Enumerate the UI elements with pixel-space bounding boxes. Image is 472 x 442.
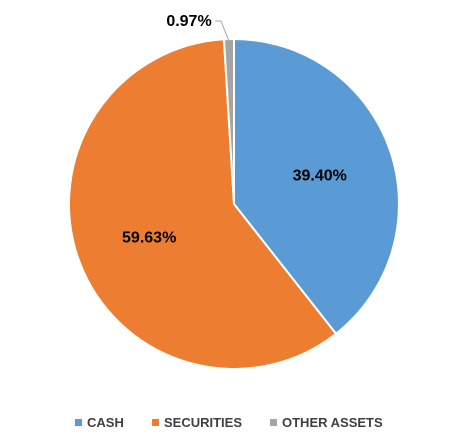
legend-label-other-assets: OTHER ASSETS <box>282 415 383 430</box>
data-label-other-assets: 0.97% <box>166 13 211 30</box>
legend-swatch-other-assets <box>270 419 277 426</box>
legend-label-securities: SECURITIES <box>164 415 242 430</box>
pie-data-labels: 39.40% 59.63% 0.97% <box>122 13 347 246</box>
data-label-securities: 59.63% <box>122 229 176 246</box>
pie-slices <box>68 37 400 370</box>
other-assets-leader-line <box>215 20 230 42</box>
pie-slice-securities <box>68 38 338 370</box>
pie-slice-cash <box>233 37 400 336</box>
legend-swatch-securities <box>152 419 159 426</box>
legend: CASH SECURITIES OTHER ASSETS <box>75 415 383 430</box>
data-label-cash: 39.40% <box>293 167 347 184</box>
legend-swatch-cash <box>75 419 82 426</box>
pie-slice-other-assets <box>222 37 235 205</box>
legend-label-cash: CASH <box>87 415 124 430</box>
